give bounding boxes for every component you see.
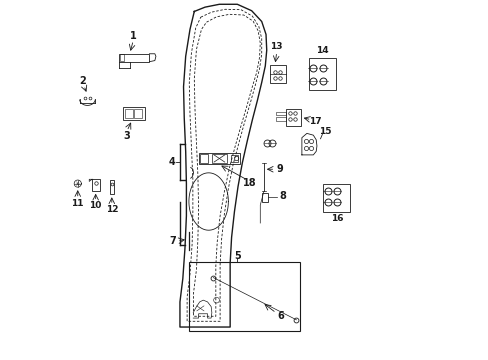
Text: 15: 15	[318, 127, 331, 136]
Bar	[109, 180, 114, 194]
Bar	[119, 54, 149, 62]
Bar	[308, 58, 335, 90]
Bar	[212, 154, 226, 163]
Bar	[199, 154, 207, 163]
Bar	[134, 109, 142, 118]
Text: 11: 11	[71, 199, 84, 208]
Text: 18: 18	[243, 177, 257, 188]
Bar	[275, 117, 285, 121]
Bar	[323, 184, 349, 212]
Text: 4: 4	[168, 157, 175, 167]
Bar	[198, 153, 239, 164]
Bar	[120, 54, 124, 61]
Bar	[123, 107, 144, 120]
Text: 7: 7	[169, 236, 176, 246]
Bar	[125, 109, 132, 118]
Bar	[262, 193, 267, 202]
Text: 12: 12	[105, 205, 118, 214]
Bar	[269, 65, 285, 83]
Text: 9: 9	[276, 164, 283, 174]
Text: 10: 10	[89, 201, 102, 210]
Text: 6: 6	[277, 311, 284, 321]
Bar	[285, 109, 300, 126]
Text: 5: 5	[233, 251, 240, 261]
Bar	[275, 112, 285, 116]
Text: 8: 8	[279, 191, 286, 201]
Text: 14: 14	[316, 46, 328, 55]
Bar	[188, 262, 300, 330]
Text: 1: 1	[130, 31, 137, 41]
Text: 16: 16	[330, 214, 343, 223]
Bar	[230, 155, 238, 162]
Text: 2: 2	[80, 76, 86, 86]
Text: 17: 17	[308, 117, 321, 126]
Text: 13: 13	[270, 42, 283, 51]
Text: 3: 3	[123, 131, 130, 140]
Bar	[92, 179, 100, 191]
